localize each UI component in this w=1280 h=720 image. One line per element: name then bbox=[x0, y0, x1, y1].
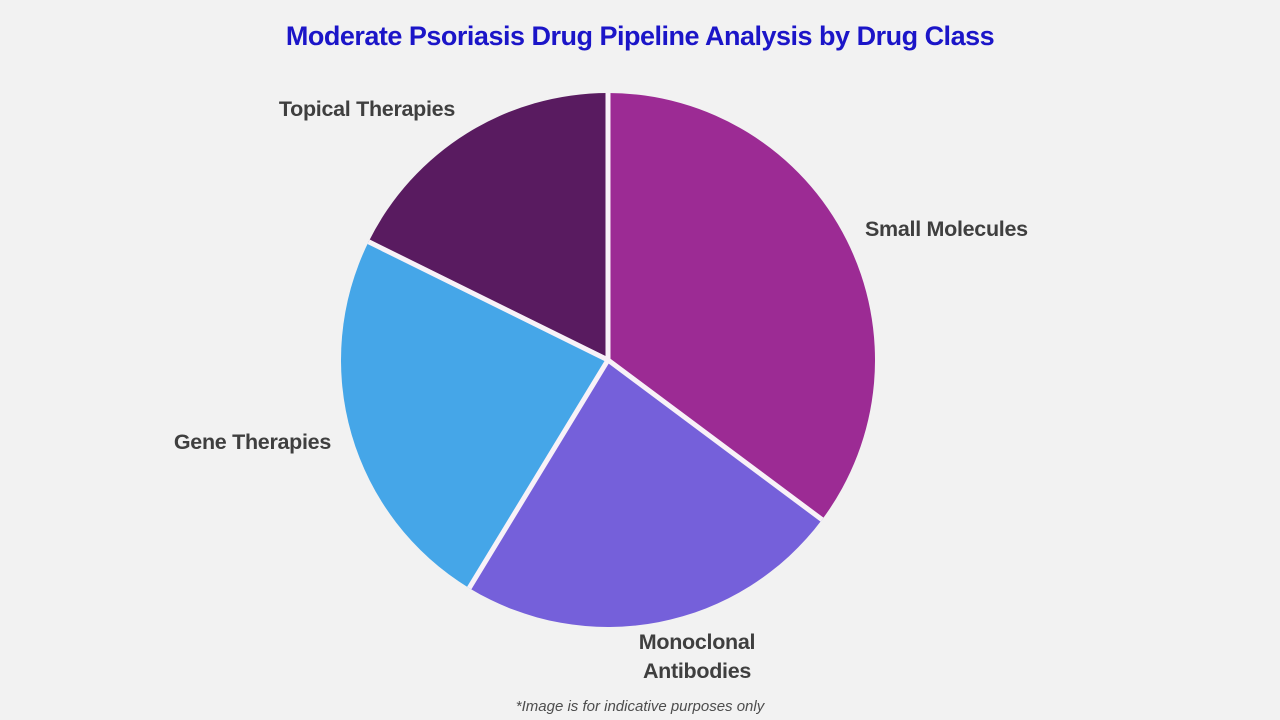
slice-divider bbox=[467, 358, 611, 590]
slice-divider bbox=[367, 239, 610, 363]
slice-label-small-molecules: Small Molecules bbox=[865, 217, 1028, 241]
pie-slice-topical-therapies bbox=[368, 93, 608, 360]
slice-label-gene-therapies: Gene Therapies bbox=[173, 430, 331, 454]
pie-dividers-group bbox=[367, 93, 824, 590]
slice-divider bbox=[606, 357, 824, 522]
pie-chart bbox=[341, 93, 875, 627]
chart-title: Moderate Psoriasis Drug Pipeline Analysi… bbox=[285, 21, 995, 51]
footnote: *Image is for indicative purposes only bbox=[515, 698, 765, 715]
pie-slice-monoclonal-antibodies bbox=[469, 360, 823, 627]
slice-label-topical-therapies: Topical Therapies bbox=[278, 97, 455, 121]
slice-label-monoclonal-antibodies: Monoclonal Antibodies bbox=[638, 630, 756, 683]
pie-slice-small-molecules bbox=[608, 93, 875, 520]
